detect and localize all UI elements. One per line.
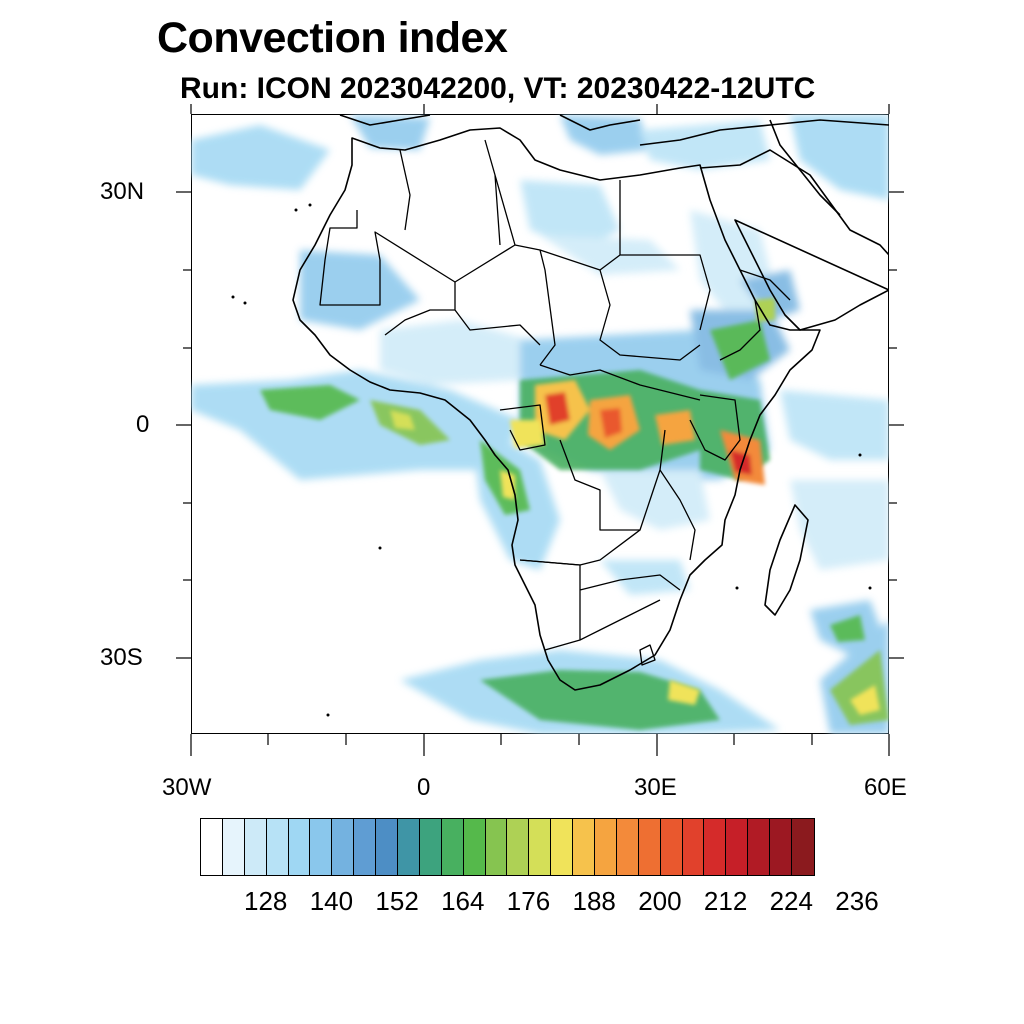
colorbar-swatch <box>441 819 464 875</box>
colorbar-label: 140 <box>309 886 354 916</box>
colorbar-label: 212 <box>703 886 748 916</box>
colorbar-swatch <box>419 819 442 875</box>
colorbar-label: 236 <box>835 886 879 916</box>
colorbar-swatch <box>551 819 574 875</box>
colorbar-label: 200 <box>638 886 682 916</box>
colorbar-swatch <box>244 819 267 875</box>
lon-label-30e: 30E <box>634 774 677 801</box>
colorbar-swatch <box>222 819 245 875</box>
lon-label-30w: 30W <box>162 774 212 801</box>
lon-label-0: 0 <box>417 774 431 801</box>
colorbar-swatch <box>529 819 552 875</box>
map-panel <box>191 114 889 734</box>
colorbar-swatch <box>770 819 793 875</box>
colorbar-label: 176 <box>506 886 551 916</box>
colorbar-swatch <box>792 819 814 875</box>
colorbar-swatch <box>310 819 333 875</box>
colorbar-swatch <box>704 819 727 875</box>
colorbar-swatch <box>638 819 661 875</box>
colorbar <box>200 818 815 876</box>
colorbar-swatch <box>376 819 399 875</box>
colorbar-label: 224 <box>769 886 813 916</box>
colorbar-swatch <box>660 819 683 875</box>
lat-label-30n: 30N <box>100 178 145 205</box>
colorbar-swatch <box>726 819 749 875</box>
colorbar-swatch <box>682 819 705 875</box>
colorbar-label: 128 <box>243 886 288 916</box>
lon-label-60e: 60E <box>864 774 907 801</box>
lat-label-0: 0 <box>136 411 150 438</box>
colorbar-label: 188 <box>572 886 616 916</box>
chart-subtitle: Run: ICON 2023042200, VT: 20230422-12UTC <box>180 72 816 105</box>
chart-title: Convection index <box>157 14 508 62</box>
colorbar-swatch <box>463 819 486 875</box>
colorbar-swatch <box>595 819 617 875</box>
colorbar-label: 164 <box>441 886 485 916</box>
colorbar-swatch <box>332 819 355 875</box>
colorbar-swatch <box>616 819 639 875</box>
colorbar-swatch <box>485 819 508 875</box>
colorbar-swatch <box>288 819 311 875</box>
colorbar-swatch <box>507 819 530 875</box>
colorbar-swatch <box>748 819 771 875</box>
colorbar-swatch <box>201 819 223 875</box>
colorbar-swatch <box>398 819 420 875</box>
colorbar-swatch <box>573 819 596 875</box>
colorbar-swatch <box>354 819 377 875</box>
colorbar-swatch <box>266 819 289 875</box>
lat-label-30s: 30S <box>100 644 143 671</box>
colorbar-label: 152 <box>375 886 419 916</box>
